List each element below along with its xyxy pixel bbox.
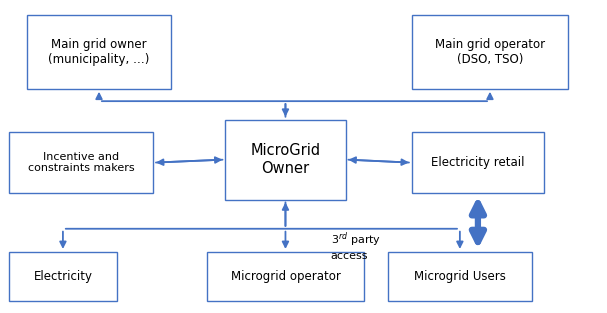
FancyBboxPatch shape [412,15,568,89]
Text: Electricity retail: Electricity retail [431,156,524,169]
FancyBboxPatch shape [207,252,364,301]
FancyBboxPatch shape [388,252,532,301]
Text: Main grid owner
(municipality, …): Main grid owner (municipality, …) [49,38,150,66]
Text: Electricity: Electricity [33,270,92,283]
Text: 3$^{rd}$ party
access: 3$^{rd}$ party access [331,231,381,261]
Text: MicroGrid
Owner: MicroGrid Owner [251,143,320,176]
FancyBboxPatch shape [27,15,171,89]
FancyBboxPatch shape [412,132,544,193]
Text: Microgrid Users: Microgrid Users [414,270,506,283]
Text: Microgrid operator: Microgrid operator [231,270,341,283]
FancyBboxPatch shape [8,132,153,193]
FancyBboxPatch shape [8,252,117,301]
Text: Main grid operator
(DSO, TSO): Main grid operator (DSO, TSO) [435,38,545,66]
Text: Incentive and
constraints makers: Incentive and constraints makers [28,152,134,173]
FancyBboxPatch shape [225,120,345,200]
